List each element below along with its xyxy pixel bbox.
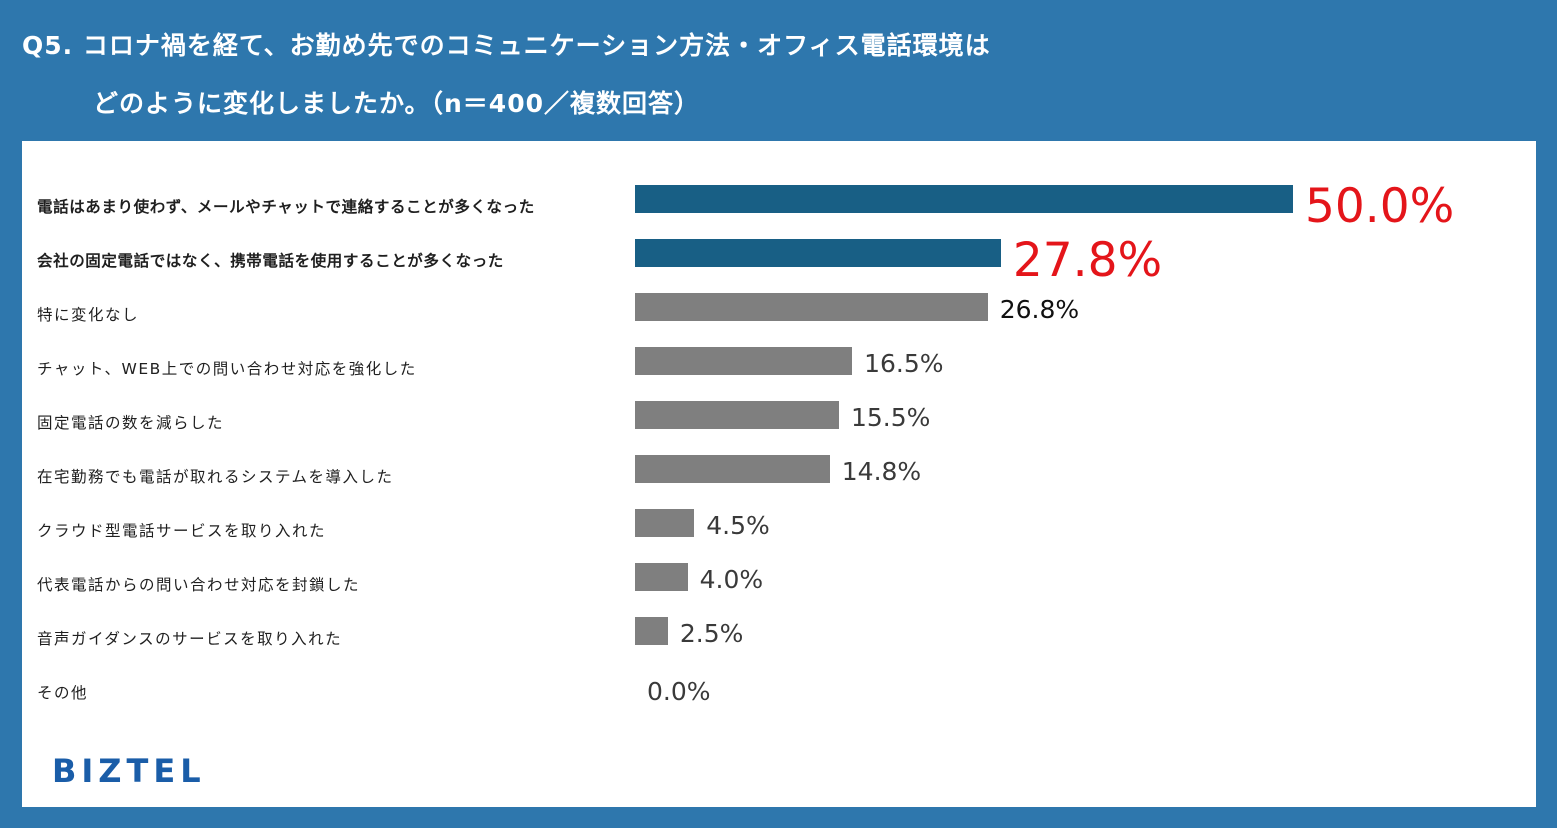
title-line-2: どのように変化しましたか。（n＝400／複数回答） (93, 89, 700, 118)
value-label: 15.5% (850, 403, 931, 432)
value-label: 0.0% (647, 677, 711, 706)
bar (635, 455, 830, 483)
chart-panel: BIZTEL 電話はあまり使わず、メールやチャットで連絡することが多くなった 50… (22, 141, 1536, 807)
value-label: 2.5% (679, 619, 744, 648)
title-line-1: Q5. コロナ禍を経て、お勤め先でのコミュニケーション方法・オフィス電話環境は (22, 31, 991, 60)
category-label: 固定電話の数を減らした (37, 414, 225, 432)
value-label: 27.8% (1012, 233, 1163, 288)
bar (635, 293, 988, 321)
category-label: 会社の固定電話ではなく、携帯電話を使用することが多くなった (37, 252, 504, 270)
category-label: チャット、WEB上での問い合わせ対応を強化した (37, 360, 417, 378)
category-label: その他 (37, 684, 89, 702)
bar (635, 347, 853, 375)
category-label: 音声ガイダンスのサービスを取り入れた (37, 630, 343, 648)
bar (635, 239, 1001, 267)
bar (635, 617, 668, 645)
bar (635, 185, 1293, 213)
category-label: 代表電話からの問い合わせ対応を封鎖した (37, 576, 361, 594)
category-label: 電話はあまり使わず、メールやチャットで連絡することが多くなった (37, 198, 535, 216)
value-label: 14.8% (841, 457, 922, 486)
value-label: 50.0% (1305, 179, 1455, 234)
value-label: 4.0% (699, 565, 764, 594)
category-label: クラウド型電話サービスを取り入れた (37, 522, 327, 540)
bar (635, 509, 695, 537)
category-label: 特に変化なし (37, 306, 140, 324)
chart-title: Q5. コロナ禍を経て、お勤め先でのコミュニケーション方法・オフィス電話環境は … (0, 0, 1557, 140)
category-label: 在宅勤務でも電話が取れるシステムを導入した (37, 468, 394, 486)
bar (635, 401, 839, 429)
bar (635, 563, 688, 591)
value-label: 4.5% (706, 511, 770, 540)
biztel-logo: BIZTEL (52, 752, 206, 790)
value-label: 26.8% (999, 295, 1080, 324)
value-label: 16.5% (864, 349, 944, 378)
